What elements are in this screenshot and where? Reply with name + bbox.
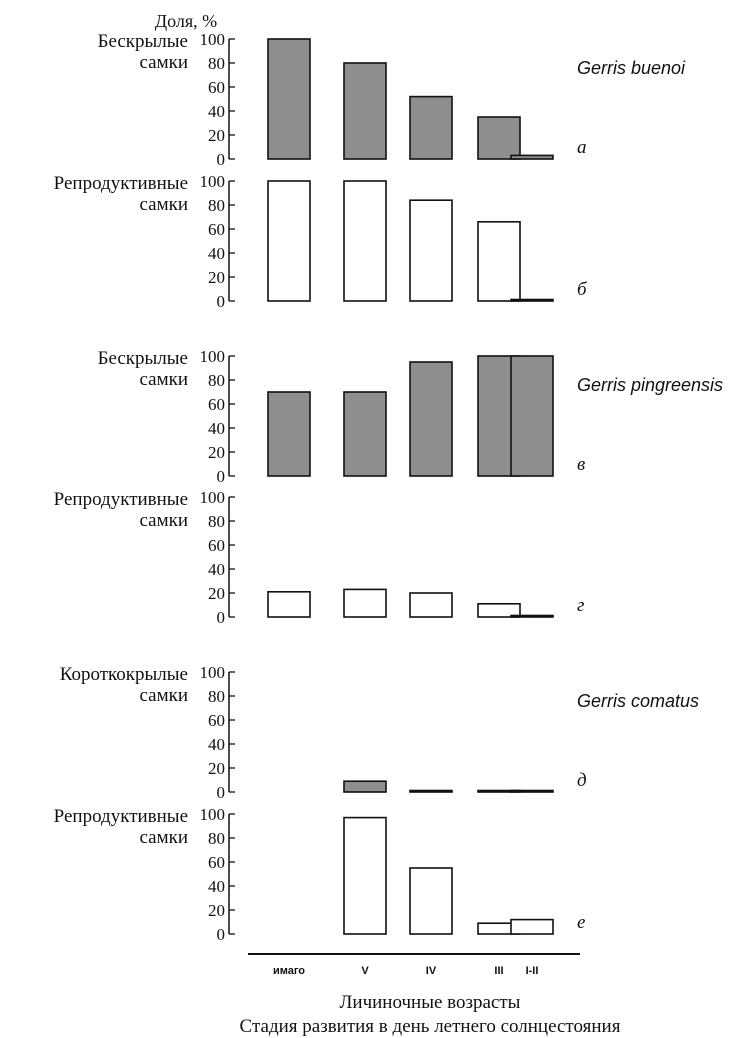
species-label: Gerris comatus xyxy=(577,691,699,711)
y-tick-label: 60 xyxy=(208,853,225,872)
bar-имаго xyxy=(267,391,311,477)
bar-имаго xyxy=(267,590,311,618)
x-category-label: IV xyxy=(426,965,437,977)
y-tick-label: 80 xyxy=(208,829,225,848)
y-tick-label: 100 xyxy=(200,488,226,507)
panel-letter: д xyxy=(577,770,587,791)
group-label-line2: самки xyxy=(139,194,188,215)
y-tick-label: 60 xyxy=(208,711,225,730)
x-axis-title: Личиночные возрасты xyxy=(340,992,521,1013)
y-tick-label: 20 xyxy=(208,268,225,287)
bar-имаго xyxy=(267,38,311,160)
bar-V xyxy=(343,816,387,935)
y-tick-label: 0 xyxy=(217,292,226,311)
y-tick-label: 60 xyxy=(208,395,225,414)
group-label-line1: Репродуктивные xyxy=(54,806,188,827)
y-tick-label: 40 xyxy=(208,244,225,263)
y-axis-title: Доля, % xyxy=(155,11,217,31)
bar-IV xyxy=(409,95,453,160)
bar-I-II xyxy=(510,614,554,618)
y-tick-label: 0 xyxy=(217,150,226,169)
group-label-line1: Репродуктивные xyxy=(54,489,188,510)
y-tick-label: 100 xyxy=(200,663,226,682)
bar-III xyxy=(477,221,521,302)
bar-III xyxy=(477,116,521,160)
y-tick-label: 60 xyxy=(208,220,225,239)
group-label-line1: Репродуктивные xyxy=(54,173,188,194)
bar-I-II xyxy=(510,154,554,160)
bar-имаго xyxy=(267,180,311,302)
y-tick-label: 80 xyxy=(208,371,225,390)
y-tick-label: 0 xyxy=(217,925,226,944)
x-category-labels: имаго V IV III I-II xyxy=(273,965,538,977)
y-tick-label: 40 xyxy=(208,735,225,754)
species-label: Gerris buenoi xyxy=(577,58,686,78)
y-tick-label: 60 xyxy=(208,78,225,97)
y-tick-label: 40 xyxy=(208,102,225,121)
bar-I-II xyxy=(510,298,554,302)
y-tick-label: 0 xyxy=(217,783,226,802)
x-category-label: III xyxy=(494,965,503,977)
panel-letter: а xyxy=(577,137,587,158)
y-tick-label: 20 xyxy=(208,901,225,920)
bar-I-II xyxy=(510,355,554,477)
group-label-line2: самки xyxy=(139,510,188,531)
bar-V xyxy=(343,588,387,618)
y-tick-label: 20 xyxy=(208,759,225,778)
y-tick-label: 40 xyxy=(208,419,225,438)
group-label-line2: самки xyxy=(139,52,188,73)
y-tick-label: 100 xyxy=(200,347,226,366)
bar-IV xyxy=(409,199,453,302)
bar-V xyxy=(343,780,387,793)
y-tick-label: 60 xyxy=(208,536,225,555)
group-label-line2: самки xyxy=(139,369,188,390)
x-category-label: V xyxy=(361,965,369,977)
bar-I-II xyxy=(510,789,554,793)
bar-IV xyxy=(409,592,453,618)
y-tick-label: 80 xyxy=(208,687,225,706)
y-tick-label: 20 xyxy=(208,584,225,603)
y-tick-label: 40 xyxy=(208,560,225,579)
y-tick-label: 100 xyxy=(200,172,226,191)
bar-V xyxy=(343,62,387,160)
bar-III xyxy=(477,602,521,618)
y-tick-label: 80 xyxy=(208,512,225,531)
panel-letter: б xyxy=(577,279,588,300)
panel-letter: г xyxy=(577,595,584,616)
y-tick-label: 40 xyxy=(208,877,225,896)
group-label-line1: Бескрылые xyxy=(98,31,188,52)
y-tick-label: 20 xyxy=(208,443,225,462)
y-tick-label: 100 xyxy=(200,805,226,824)
bar-IV xyxy=(409,361,453,477)
x-category-label: имаго xyxy=(273,965,305,977)
bar-I-II xyxy=(510,918,554,935)
group-label-line1: Короткокрылые xyxy=(60,664,188,685)
panel-letter: е xyxy=(577,912,585,933)
group-label-line2: самки xyxy=(139,685,188,706)
bar-IV xyxy=(409,867,453,935)
panel-letter: в xyxy=(577,454,585,475)
species-label: Gerris pingreensis xyxy=(577,375,723,395)
y-tick-label: 20 xyxy=(208,126,225,145)
y-tick-label: 80 xyxy=(208,196,225,215)
bar-V xyxy=(343,391,387,477)
y-tick-label: 0 xyxy=(217,608,226,627)
bar-V xyxy=(343,180,387,302)
bar-IV xyxy=(409,789,453,793)
group-label-line1: Бескрылые xyxy=(98,348,188,369)
group-label-line2: самки xyxy=(139,827,188,848)
y-tick-label: 80 xyxy=(208,54,225,73)
x-axis-subtitle: Стадия развития в день летнего солнцесто… xyxy=(240,1016,621,1037)
x-category-label: I-II xyxy=(526,965,539,977)
y-tick-label: 100 xyxy=(200,30,226,49)
y-tick-label: 0 xyxy=(217,467,226,486)
